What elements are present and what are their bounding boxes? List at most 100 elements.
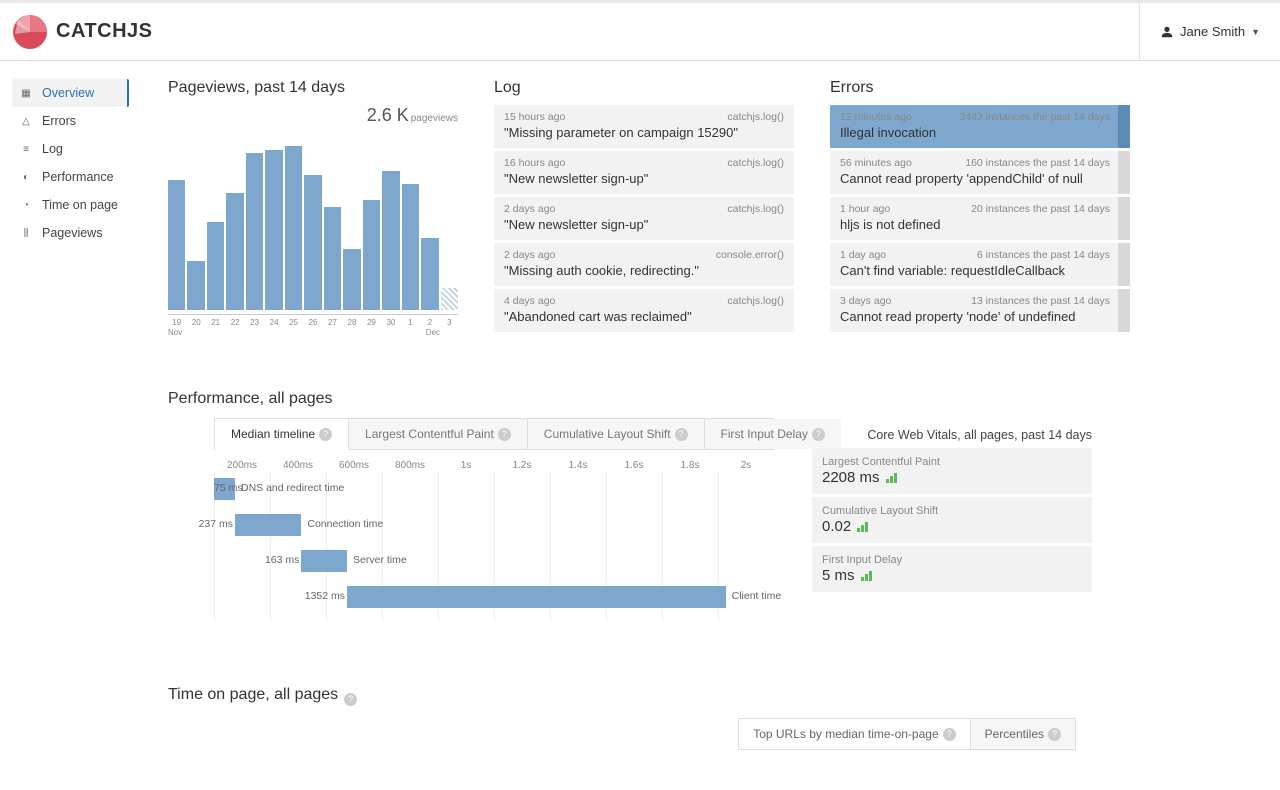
- chart-bar[interactable]: [441, 288, 458, 311]
- sidebar-item-label: Log: [42, 142, 63, 156]
- chart-bar[interactable]: [363, 200, 380, 310]
- cwv-metric-value: 0.02: [822, 518, 851, 535]
- error-time: 3 days ago: [840, 295, 891, 307]
- chart-bar[interactable]: [324, 207, 341, 311]
- main-content: Pageviews, past 14 days 2.6 Kpageviews 1…: [128, 61, 1280, 790]
- chart-bar[interactable]: [421, 238, 438, 310]
- log-item[interactable]: 2 days agoconsole.error()"Missing auth c…: [494, 243, 794, 286]
- tab-median-timeline[interactable]: Median timeline?: [215, 419, 349, 450]
- log-message: "Missing auth cookie, redirecting.": [504, 263, 784, 278]
- tab-top-urls[interactable]: Top URLs by median time-on-page ?: [739, 719, 970, 749]
- chart-bar[interactable]: [168, 180, 185, 311]
- error-count: 160 instances the past 14 days: [965, 157, 1110, 169]
- header: CATCHJS Jane Smith ▼: [0, 3, 1280, 61]
- log-item[interactable]: 2 days ago catchjs.log() "New newsletter s…: [494, 197, 794, 240]
- error-item[interactable]: 1 day ago6 instances the past 14 daysCan…: [830, 243, 1130, 286]
- log-panel: Log 15 hours agocatchjs.log()"Missing pa…: [494, 79, 794, 332]
- log-message: "New newsletter sign-up": [504, 217, 784, 232]
- error-item[interactable]: 56 minutes ago 160 instances the past 14 …: [830, 151, 1130, 194]
- pageviews-panel: Pageviews, past 14 days 2.6 Kpageviews 1…: [168, 79, 458, 332]
- sidebar-item-errors[interactable]: △Errors: [12, 107, 128, 135]
- error-indicator: [1118, 289, 1130, 332]
- help-icon: ?: [1048, 728, 1061, 741]
- timeline-bar[interactable]: [301, 550, 347, 572]
- chart-bar[interactable]: [246, 153, 263, 311]
- timeline-row: 1352 msClient time: [214, 579, 776, 615]
- performance-title: Performance, all pages: [168, 390, 776, 408]
- log-item[interactable]: 4 days agocatchjs.log()"Abandoned cart w…: [494, 289, 794, 332]
- error-indicator: [1118, 197, 1130, 240]
- sidebar-item-pageviews[interactable]: ⫼ Pageviews: [12, 219, 128, 247]
- timeline-label: Connection time: [307, 518, 383, 530]
- error-time: 56 minutes ago: [840, 157, 912, 169]
- error-item[interactable]: 3 days ago13 instances the past 14 daysC…: [830, 289, 1130, 332]
- chart-bar[interactable]: [382, 171, 399, 311]
- error-message: Can't find variable: requestIdleCallback: [840, 263, 1110, 278]
- cwv-card[interactable]: First Input Delay5 ms: [812, 546, 1092, 592]
- timeline-value: 75 ms: [214, 482, 243, 494]
- sidebar-item-log[interactable]: ≡ Log: [12, 135, 128, 163]
- error-message: Cannot read property 'appendChild' of nu…: [840, 171, 1110, 186]
- bars-icon: ⫼: [20, 227, 32, 239]
- chart-bar[interactable]: [304, 175, 321, 310]
- pageviews-chart: 192021222324252627282930123 Nov Dec: [168, 130, 458, 330]
- sidebar-item-label: Overview: [42, 86, 94, 100]
- timeline-bar[interactable]: [235, 514, 301, 536]
- timeline-value: 1352 ms: [305, 590, 345, 602]
- log-message: "Abandoned cart was reclaimed": [504, 309, 784, 324]
- signal-icon: [886, 473, 897, 483]
- sidebar-item-time-on-page[interactable]: ◔Time on page: [12, 191, 128, 219]
- sidebar-item-performance[interactable]: ◐Performance: [12, 163, 128, 191]
- timeline-label: Client time: [732, 590, 782, 602]
- cwv-metric-value: 5 ms: [822, 567, 855, 584]
- chart-bar[interactable]: [402, 184, 419, 310]
- cwv-metric-name: First Input Delay: [822, 554, 1082, 566]
- log-source: catchjs.log(): [727, 203, 784, 215]
- caret-icon: ▼: [1251, 27, 1260, 37]
- error-indicator: [1118, 243, 1130, 286]
- error-item[interactable]: 1 hour ago20 instances the past 14 daysh…: [830, 197, 1130, 240]
- log-message: "New newsletter sign-up": [504, 171, 784, 186]
- error-item[interactable]: 12 minutes ago3443 instances the past 14…: [830, 105, 1130, 148]
- logo[interactable]: CATCHJS: [12, 14, 152, 50]
- signal-icon: [861, 571, 872, 581]
- timeline-chart: 200ms400ms600ms800ms1s1.2s1.4s1.6s1.8s2s…: [168, 460, 776, 630]
- timeline-bar[interactable]: [347, 586, 726, 608]
- error-indicator: [1118, 151, 1130, 194]
- user-menu[interactable]: Jane Smith ▼: [1139, 3, 1260, 61]
- chart-bar[interactable]: [343, 249, 360, 310]
- error-time: 1 hour ago: [840, 203, 890, 215]
- logo-icon: [12, 14, 48, 50]
- tab-largest-contentful-paint[interactable]: Largest Contentful Paint?: [349, 419, 528, 449]
- chart-bar[interactable]: [226, 193, 243, 310]
- sidebar-item-label: Pageviews: [42, 226, 102, 240]
- time-on-page-tabs: Top URLs by median time-on-page ? Percen…: [738, 718, 1076, 750]
- grid-icon: ▦: [20, 87, 32, 99]
- log-time: 2 days ago: [504, 249, 555, 261]
- chart-bar[interactable]: [207, 222, 224, 310]
- chart-bar[interactable]: [187, 261, 204, 311]
- chart-bar[interactable]: [265, 150, 282, 310]
- cwv-card[interactable]: Largest Contentful Paint2208 ms: [812, 448, 1092, 494]
- lines-icon: ≡: [20, 143, 32, 155]
- error-count: 20 instances the past 14 days: [971, 203, 1110, 215]
- timeline-row: 237 msConnection time: [214, 507, 776, 543]
- chart-bar[interactable]: [285, 146, 302, 310]
- user-icon: [1160, 25, 1174, 39]
- pageviews-title: Pageviews, past 14 days: [168, 79, 345, 97]
- log-source: catchjs.log(): [727, 157, 784, 169]
- log-item[interactable]: 15 hours agocatchjs.log()"Missing parame…: [494, 105, 794, 148]
- time-on-page-title: Time on page, all pages: [168, 686, 338, 704]
- log-item[interactable]: 16 hours ago catchjs.log() "New newsletter…: [494, 151, 794, 194]
- tab-percentiles[interactable]: Percentiles ?: [971, 719, 1075, 749]
- cwv-card[interactable]: Cumulative Layout Shift0.02: [812, 497, 1092, 543]
- log-time: 16 hours ago: [504, 157, 565, 169]
- timeline-value: 237 ms: [199, 518, 233, 530]
- help-icon[interactable]: ?: [344, 693, 357, 706]
- error-count: 13 instances the past 14 days: [971, 295, 1110, 307]
- errors-panel: Errors 12 minutes ago3443 instances the …: [830, 79, 1130, 332]
- tab-cumulative-layout-shift[interactable]: Cumulative Layout Shift?: [528, 419, 705, 449]
- sidebar-item-overview[interactable]: ▦ Overview: [12, 79, 129, 107]
- cwv-title: Core Web Vitals, all pages, past 14 days: [812, 428, 1092, 442]
- log-time: 2 days ago: [504, 203, 555, 215]
